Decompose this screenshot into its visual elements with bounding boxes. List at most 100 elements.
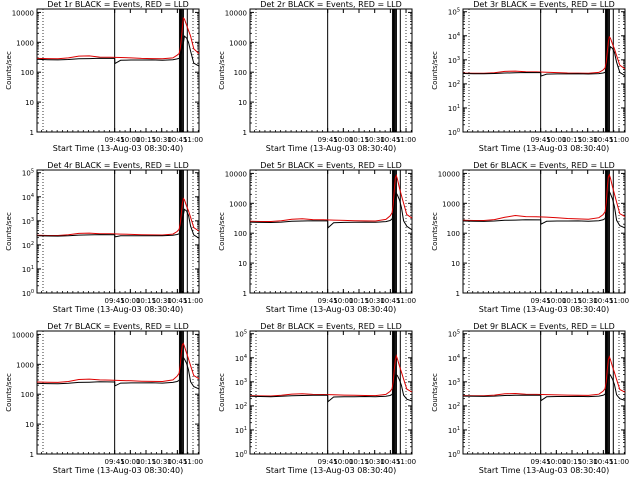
y-tick-exponent: 4 [244,354,247,360]
series-line-events [36,208,200,239]
x-tick-label: 10:45 [380,458,400,466]
y-tick-exponent: 5 [31,169,34,175]
y-tick-base: 10 [448,9,457,17]
detector-panel: Det 9r BLACK = Events, RED = LLD10010110… [431,322,629,475]
y-tick-label: 103 [448,56,460,65]
plot-frame [249,169,413,294]
y-tick-base: 10 [22,290,31,298]
y-tick-base: 10 [235,379,244,387]
y-tick-base: 10 [448,57,457,65]
y-tick-label: 103 [235,378,247,387]
y-tick-base: 10 [235,331,244,339]
series-line-events [462,45,626,77]
x-tick-label: 09:45 [105,136,125,144]
x-tick-label: 10:30 [365,297,385,305]
series-line-lld [36,342,200,383]
y-tick-base: 10 [235,427,244,435]
detector-panel: Det 8r BLACK = Events, RED = LLD10010110… [218,322,416,475]
y-tick-label: 100 [234,230,247,238]
y-tick-base: 10 [448,33,457,41]
panel-title: Det 1r BLACK = Events, RED = LLD [47,0,189,9]
x-tick-label: 10:30 [152,458,172,466]
y-tick-base: 10 [235,451,244,459]
y-tick-label: 104 [448,354,460,363]
x-tick-label: 10:15 [562,297,582,305]
y-tick-label: 1000 [16,39,34,47]
y-axis-label: Counts/sec [5,212,13,251]
y-tick-label: 100 [234,69,247,77]
x-tick-label: 09:45 [531,458,551,466]
y-tick-exponent: 0 [31,289,34,295]
x-tick-label: 09:45 [105,458,125,466]
y-tick-base: 10 [448,427,457,435]
x-tick-label: 10:45 [593,136,613,144]
x-axis-label: Start Time (13-Aug-03 08:30:40) [266,466,397,475]
series-line-lld [462,35,626,74]
y-tick-label: 1000 [229,200,247,208]
y-axis-label: Counts/sec [218,212,226,251]
plot-frame [249,8,413,133]
series-line-events [249,191,413,231]
x-tick-label: 10:00 [546,297,566,305]
y-tick-label: 105 [448,330,460,339]
y-axis-label: Counts/sec [431,212,439,251]
y-tick-label: 1000 [229,39,247,47]
x-tick-label: 10:00 [546,136,566,144]
x-tick-label: 10:30 [152,136,172,144]
y-tick-exponent: 0 [244,450,247,456]
y-tick-exponent: 2 [457,402,460,408]
y-tick-label: 10 [238,260,247,268]
x-axis-label: Start Time (13-Aug-03 08:30:40) [479,305,610,314]
y-tick-exponent: 1 [31,265,34,271]
detector-panel: Det 5r BLACK = Events, RED = LLD 1 10 100 10… [218,161,416,314]
y-tick-label: 105 [235,330,247,339]
y-tick-base: 10 [22,170,31,178]
y-tick-label: 102 [448,402,460,411]
x-axis-label: Start Time (13-Aug-03 08:30:40) [53,305,184,314]
x-tick-label: 09:45 [318,136,338,144]
y-tick-base: 10 [448,331,457,339]
x-axis-label: Start Time (13-Aug-03 08:30:40) [479,144,610,153]
series-line-events [462,373,626,402]
panel-title: Det 6r BLACK = Events, RED = LLD [473,161,615,170]
x-tick-label: 10:45 [380,136,400,144]
x-tick-label: 11:00 [609,297,629,305]
x-tick-label: 10:30 [365,458,385,466]
y-tick-exponent: 3 [244,378,247,384]
x-tick-label: 10:00 [546,458,566,466]
y-tick-base: 10 [235,355,244,363]
x-tick-label: 09:45 [318,297,338,305]
panel-title: Det 7r BLACK = Events, RED = LLD [47,322,189,331]
x-tick-label: 10:30 [578,458,598,466]
y-tick-base: 10 [448,81,457,89]
y-tick-base: 10 [448,379,457,387]
y-tick-label: 10 [451,260,460,268]
x-tick-label: 09:45 [531,297,551,305]
y-tick-base: 10 [22,218,31,226]
plot-frame [36,330,200,455]
y-tick-label: 10 [25,421,34,429]
x-tick-label: 10:15 [349,136,369,144]
x-tick-label: 09:45 [105,297,125,305]
y-tick-label: 1000 [16,361,34,369]
y-tick-label: 1 [456,290,460,298]
y-tick-exponent: 4 [457,354,460,360]
x-axis-label: Start Time (13-Aug-03 08:30:40) [53,144,184,153]
panel-title: Det 4r BLACK = Events, RED = LLD [47,161,189,170]
plot-frame [36,169,200,294]
x-tick-label: 11:00 [609,136,629,144]
y-tick-exponent: 1 [457,104,460,110]
panel-title: Det 9r BLACK = Events, RED = LLD [473,322,615,331]
detector-panel: Det 3r BLACK = Events, RED = LLD10010110… [431,0,629,153]
y-tick-label: 102 [22,241,34,250]
x-tick-label: 11:00 [183,136,203,144]
y-tick-exponent: 2 [244,402,247,408]
x-tick-label: 11:00 [396,297,416,305]
plot-frame [462,169,626,294]
y-tick-label: 100 [447,230,460,238]
series-line-events [462,189,626,229]
x-tick-label: 10:45 [167,297,187,305]
y-tick-label: 104 [235,354,247,363]
y-tick-label: 1000 [442,200,460,208]
series-line-lld [249,174,413,222]
